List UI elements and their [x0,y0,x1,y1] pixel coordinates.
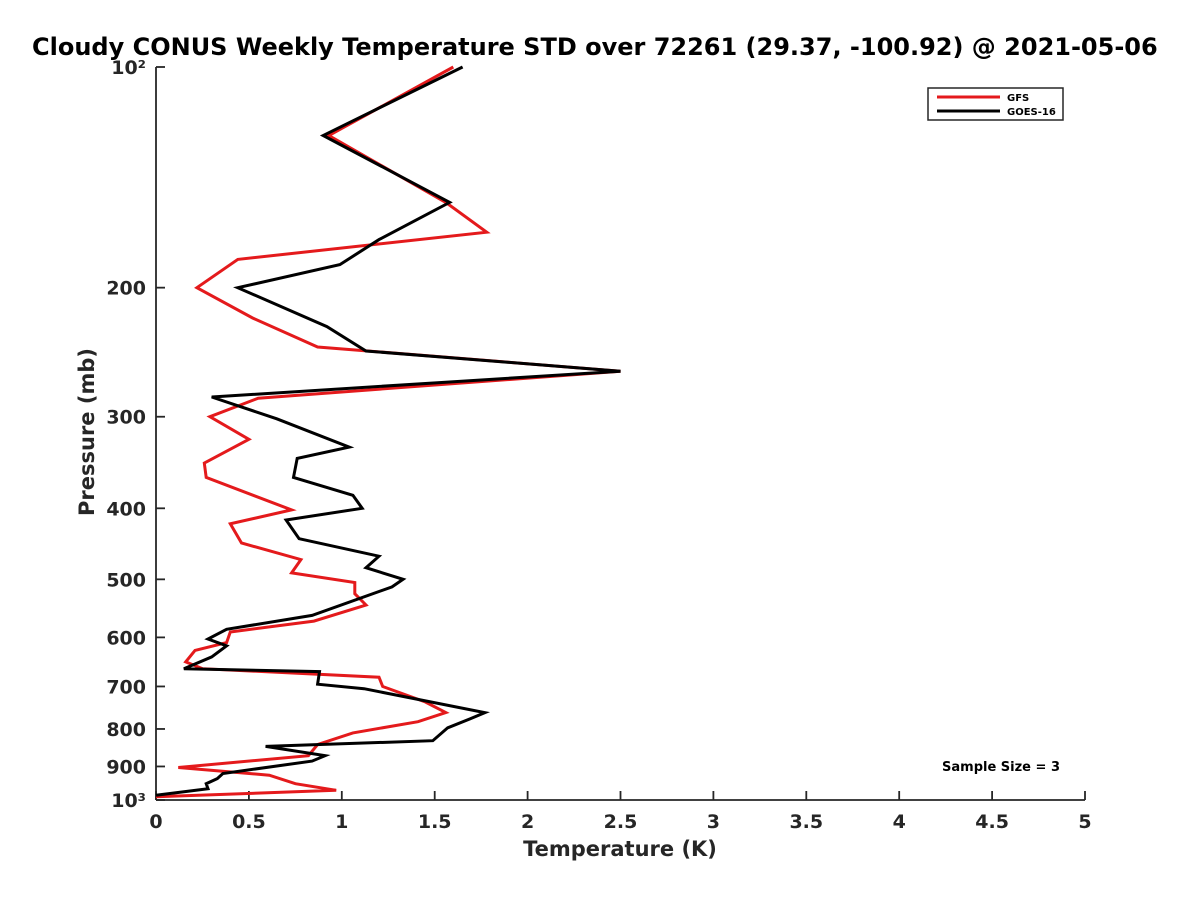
legend: GFS GOES-16 [927,87,1064,121]
x-axis-label: Temperature (K) [523,837,717,861]
series-line-gfs [155,65,621,799]
x-axis-ticks: 0 0.5 1 1.5 2 2.5 3 3.5 4 4.5 5 [149,791,1092,833]
y-tick-label: 200 [106,278,146,300]
x-tick-label: 1.5 [418,811,452,833]
legend-label: GFS [1007,93,1029,104]
sample-size-annotation: Sample Size = 3 [942,760,1060,775]
x-tick-label: 4 [893,811,906,833]
y-tick-label: 300 [106,407,146,429]
x-tick-label: 2.5 [604,811,638,833]
x-tick-label: 0.5 [232,811,266,833]
series-line-goes-16 [155,65,621,797]
x-tick-label: 0 [149,811,162,833]
x-tick-label: 3.5 [789,811,823,833]
y-tick-label: 700 [106,676,146,698]
legend-label: GOES-16 [1007,107,1056,118]
legend-box [927,87,1064,121]
x-tick-label: 1 [335,811,348,833]
y-tick-label: 900 [106,756,146,778]
x-tick-label: 2 [521,811,534,833]
plot-area: 0 0.5 1 1.5 2 2.5 3 3.5 4 4.5 5 10² 200 300 400 500 600… [106,57,1091,833]
y-tick-label: 500 [106,569,146,591]
chart-title: Cloudy CONUS Weekly Temperature STD over… [32,33,1158,61]
y-tick-label: 600 [106,627,146,649]
x-tick-label: 3 [707,811,720,833]
y-tick-label: 800 [106,719,146,741]
x-tick-label: 4.5 [975,811,1009,833]
y-tick-label: 10² [111,57,146,79]
y-tick-label: 10³ [111,790,146,812]
y-tick-label: 400 [106,498,146,520]
y-axis-ticks: 10² 200 300 400 500 600 700 800 900 10³ [106,57,165,812]
series-lines [155,65,621,799]
y-axis-label: Pressure (mb) [75,348,99,516]
x-tick-label: 5 [1078,811,1091,833]
